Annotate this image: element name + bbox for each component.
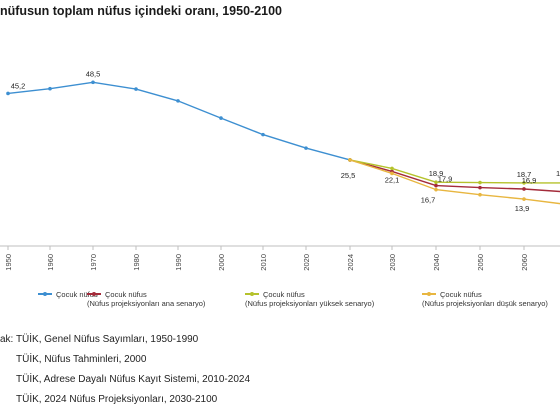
data-point: [390, 171, 394, 176]
x-tick-label: 1960: [46, 254, 55, 271]
data-point: [261, 132, 265, 137]
data-point: [434, 180, 438, 185]
data-point: [91, 80, 95, 85]
x-tick-label: 2024: [346, 254, 355, 271]
legend-swatch: [422, 291, 436, 296]
line-chart: 45,248,525,522,117,916,915,218,918,718,9…: [0, 69, 560, 271]
data-point: [522, 187, 526, 191]
x-tick-label: 2010: [259, 254, 268, 271]
legend-label: Çocuk nüfus: [263, 290, 305, 299]
x-tick-label: 1990: [174, 254, 183, 271]
legend-label: Çocuk nüfus: [105, 290, 147, 299]
data-label: 22,1: [385, 175, 400, 184]
data-point: [390, 166, 394, 171]
source-line: TÜİK, Adrese Dayalı Nüfus Kayıt Sistemi,…: [16, 374, 250, 385]
x-tick-label: 2040: [432, 254, 441, 271]
chart-data-labels: 45,248,525,522,117,916,915,218,918,718,9…: [11, 69, 560, 213]
legend-swatch: [87, 291, 101, 296]
data-point: [134, 87, 138, 91]
x-tick-label: 1950: [4, 254, 13, 271]
x-tick-label: 2030: [388, 254, 397, 271]
x-tick-label: 2020: [302, 254, 311, 271]
data-point: [48, 86, 52, 91]
data-point: [478, 192, 482, 197]
data-point: [434, 183, 438, 188]
x-tick-label: 2000: [217, 254, 226, 271]
data-label: 17,9: [438, 175, 453, 184]
legend-swatch: [38, 291, 52, 296]
data-label: 1: [556, 169, 560, 178]
x-tick-label: 1980: [132, 254, 141, 271]
data-point: [522, 197, 526, 201]
data-label: 16,7: [421, 196, 436, 205]
legend-label: Çocuk nüfus: [440, 290, 482, 299]
x-tick-label: 2050: [476, 254, 485, 271]
series-line: [7, 81, 351, 161]
chart-x-ticks: 1950 1960 1970 1980 1990 2000 2010 2020 2024 2030…: [4, 254, 529, 271]
data-label: 45,2: [11, 81, 26, 90]
data-label: 25,5: [341, 171, 356, 180]
chart-title: nüfusun toplam nüfus içindeki oranı, 195…: [0, 4, 283, 18]
legend-sublabel: (Nüfus projeksiyonları yüksek senaryo): [245, 299, 375, 308]
data-label: 18,7: [517, 170, 532, 179]
data-point: [348, 158, 352, 162]
data-point: [522, 181, 526, 185]
x-tick-label: 2060: [520, 254, 529, 271]
data-point: [304, 146, 308, 150]
x-tick-label: 1970: [89, 254, 98, 271]
source-line: TÜİK, 2024 Nüfus Projeksiyonları, 2030-2…: [16, 394, 218, 405]
legend-sublabel: (Nüfus projeksiyonları ana senaryo): [87, 299, 206, 308]
data-point: [434, 187, 438, 192]
data-point: [478, 185, 482, 190]
legend-swatch: [245, 291, 259, 296]
data-label: 18,9: [429, 169, 444, 178]
data-label: 48,5: [86, 69, 101, 78]
legend-sublabel: (Nüfus projeksiyonları düşük senaryo): [422, 299, 548, 308]
data-label: 16,9: [522, 176, 537, 185]
data-point: [219, 116, 223, 120]
source-line: TÜİK, Nüfus Tahminleri, 2000: [16, 354, 147, 365]
data-point: [478, 180, 482, 185]
chart-axes: [0, 245, 560, 250]
data-point: [6, 91, 10, 96]
chart-series: [6, 80, 560, 205]
data-point: [176, 99, 180, 103]
data-label: 13,9: [515, 204, 530, 213]
legend-label: Çocuk nüfus: [56, 290, 98, 299]
source-line: ak: TÜİK, Genel Nüfus Sayımları, 1950-19…: [0, 334, 199, 345]
